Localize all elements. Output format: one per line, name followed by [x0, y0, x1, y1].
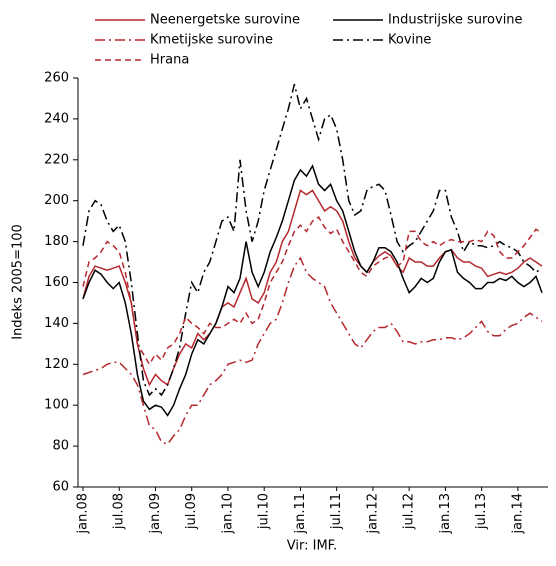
x-tick-label: jan.09 — [148, 493, 163, 535]
y-tick-label: 60 — [52, 480, 69, 495]
x-tick-label: jan.13 — [438, 493, 453, 535]
source-note: Vir: IMF. — [287, 539, 337, 554]
legend-label: Hrana — [150, 53, 189, 68]
y-tick-label: 180 — [44, 234, 69, 249]
x-tick-label: jul.13 — [474, 493, 489, 530]
x-tick-label: jul.10 — [257, 493, 272, 530]
x-tick-label: jul.12 — [402, 493, 417, 530]
legend-label: Kmetijske surovine — [150, 33, 273, 48]
y-axis-label: Indeks 2005=100 — [11, 224, 26, 340]
x-tick-label: jul.08 — [112, 493, 127, 530]
x-tick-label: jul.09 — [184, 493, 199, 530]
y-tick-label: 160 — [44, 275, 69, 290]
legend-label: Neenergetske surovine — [150, 13, 300, 28]
series-line — [82, 164, 543, 417]
y-tick-label: 80 — [52, 439, 69, 454]
x-tick-label: jan.11 — [293, 493, 308, 535]
y-tick-label: 240 — [44, 111, 69, 126]
y-tick-label: 140 — [44, 316, 69, 331]
x-tick-label: jul.11 — [329, 493, 344, 530]
y-tick-label: 100 — [44, 398, 69, 413]
y-tick-label: 200 — [44, 193, 69, 208]
legend-label: Kovine — [388, 33, 431, 48]
x-tick-label: jan.12 — [365, 493, 380, 535]
series-line — [82, 216, 543, 366]
y-tick-label: 120 — [44, 357, 69, 372]
x-tick-label: jan.10 — [220, 493, 235, 535]
x-tick-label: jan.14 — [510, 493, 525, 535]
series-line — [82, 83, 543, 397]
x-tick-label: jan.08 — [76, 493, 91, 535]
series-line — [82, 189, 543, 387]
y-tick-label: 260 — [44, 71, 69, 86]
series-line — [82, 256, 543, 445]
y-tick-label: 220 — [44, 152, 69, 167]
legend-label: Industrijske surovine — [388, 13, 523, 28]
